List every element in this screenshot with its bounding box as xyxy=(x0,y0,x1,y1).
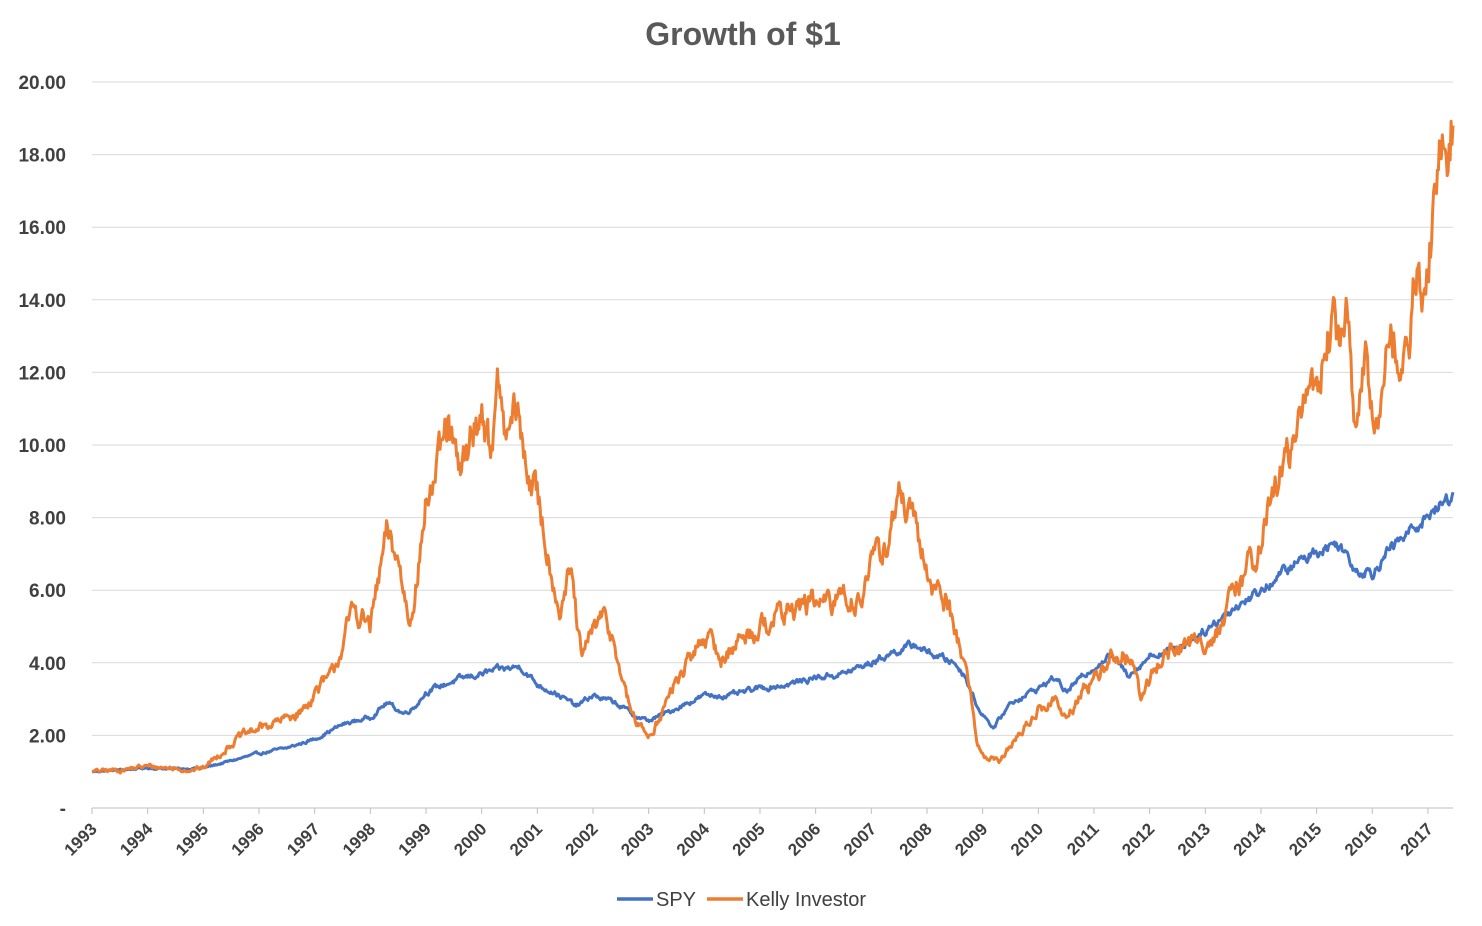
x-tick-label: 1994 xyxy=(116,819,157,860)
y-tick-label: 14.00 xyxy=(18,291,66,312)
gridlines xyxy=(92,81,1453,809)
y-tick-label: - xyxy=(60,799,66,820)
x-tick-label: 2003 xyxy=(617,819,657,859)
y-tick-label: 16.00 xyxy=(18,218,66,239)
y-tick-label: 10.00 xyxy=(18,436,66,457)
series-lines xyxy=(91,119,1455,775)
x-tick-label: 2014 xyxy=(1230,819,1271,860)
x-tick-label: 2000 xyxy=(450,819,490,859)
x-axis-ticks: 1993 1994 1995 1996 1997 1998 1999 2000 2001 2002… xyxy=(61,808,1437,860)
y-tick-label: 12.00 xyxy=(18,363,66,384)
legend-label: Kelly Investor xyxy=(746,889,866,911)
x-tick-label: 2004 xyxy=(673,819,714,860)
x-tick-label: 1995 xyxy=(172,819,212,859)
x-tick-label: 2010 xyxy=(1007,819,1047,859)
x-tick-label: 2009 xyxy=(951,819,991,859)
y-tick-label: 2.00 xyxy=(29,726,66,747)
x-tick-label: 2015 xyxy=(1285,819,1325,859)
y-tick-label: 8.00 xyxy=(29,509,66,530)
x-tick-label: 2006 xyxy=(784,819,824,859)
x-tick-label: 2005 xyxy=(729,819,769,859)
chart-title: Growth of $1 xyxy=(645,16,841,52)
x-tick-label: 2011 xyxy=(1063,819,1103,859)
y-tick-label: 20.00 xyxy=(18,73,66,94)
legend: SPY Kelly Investor xyxy=(617,889,866,911)
x-tick-label: 2008 xyxy=(896,819,936,859)
x-tick-label: 2012 xyxy=(1118,819,1158,859)
x-tick-label: 1998 xyxy=(339,819,379,859)
x-tick-label: 2016 xyxy=(1341,819,1381,859)
legend-label: SPY xyxy=(656,889,696,911)
x-tick-label: 2001 xyxy=(506,819,546,859)
y-tick-label: 4.00 xyxy=(29,654,66,675)
y-axis-ticks: - 2.00 4.00 6.00 8.00 10.00 12.00 14.00 16.00 18.… xyxy=(18,73,66,820)
x-tick-label: 2013 xyxy=(1174,819,1214,859)
y-tick-label: 18.00 xyxy=(18,146,66,167)
x-tick-label: 1993 xyxy=(61,819,101,859)
x-tick-label: 1997 xyxy=(283,819,323,859)
x-tick-label: 2017 xyxy=(1397,819,1437,859)
series-line-spy xyxy=(91,491,1455,774)
x-tick-label: 1996 xyxy=(228,819,268,859)
y-tick-label: 6.00 xyxy=(29,581,66,602)
series-line-kelly-investor xyxy=(91,119,1455,775)
x-tick-label: 2002 xyxy=(562,819,602,859)
x-tick-label: 2007 xyxy=(840,819,880,859)
x-tick-label: 1999 xyxy=(395,819,435,859)
